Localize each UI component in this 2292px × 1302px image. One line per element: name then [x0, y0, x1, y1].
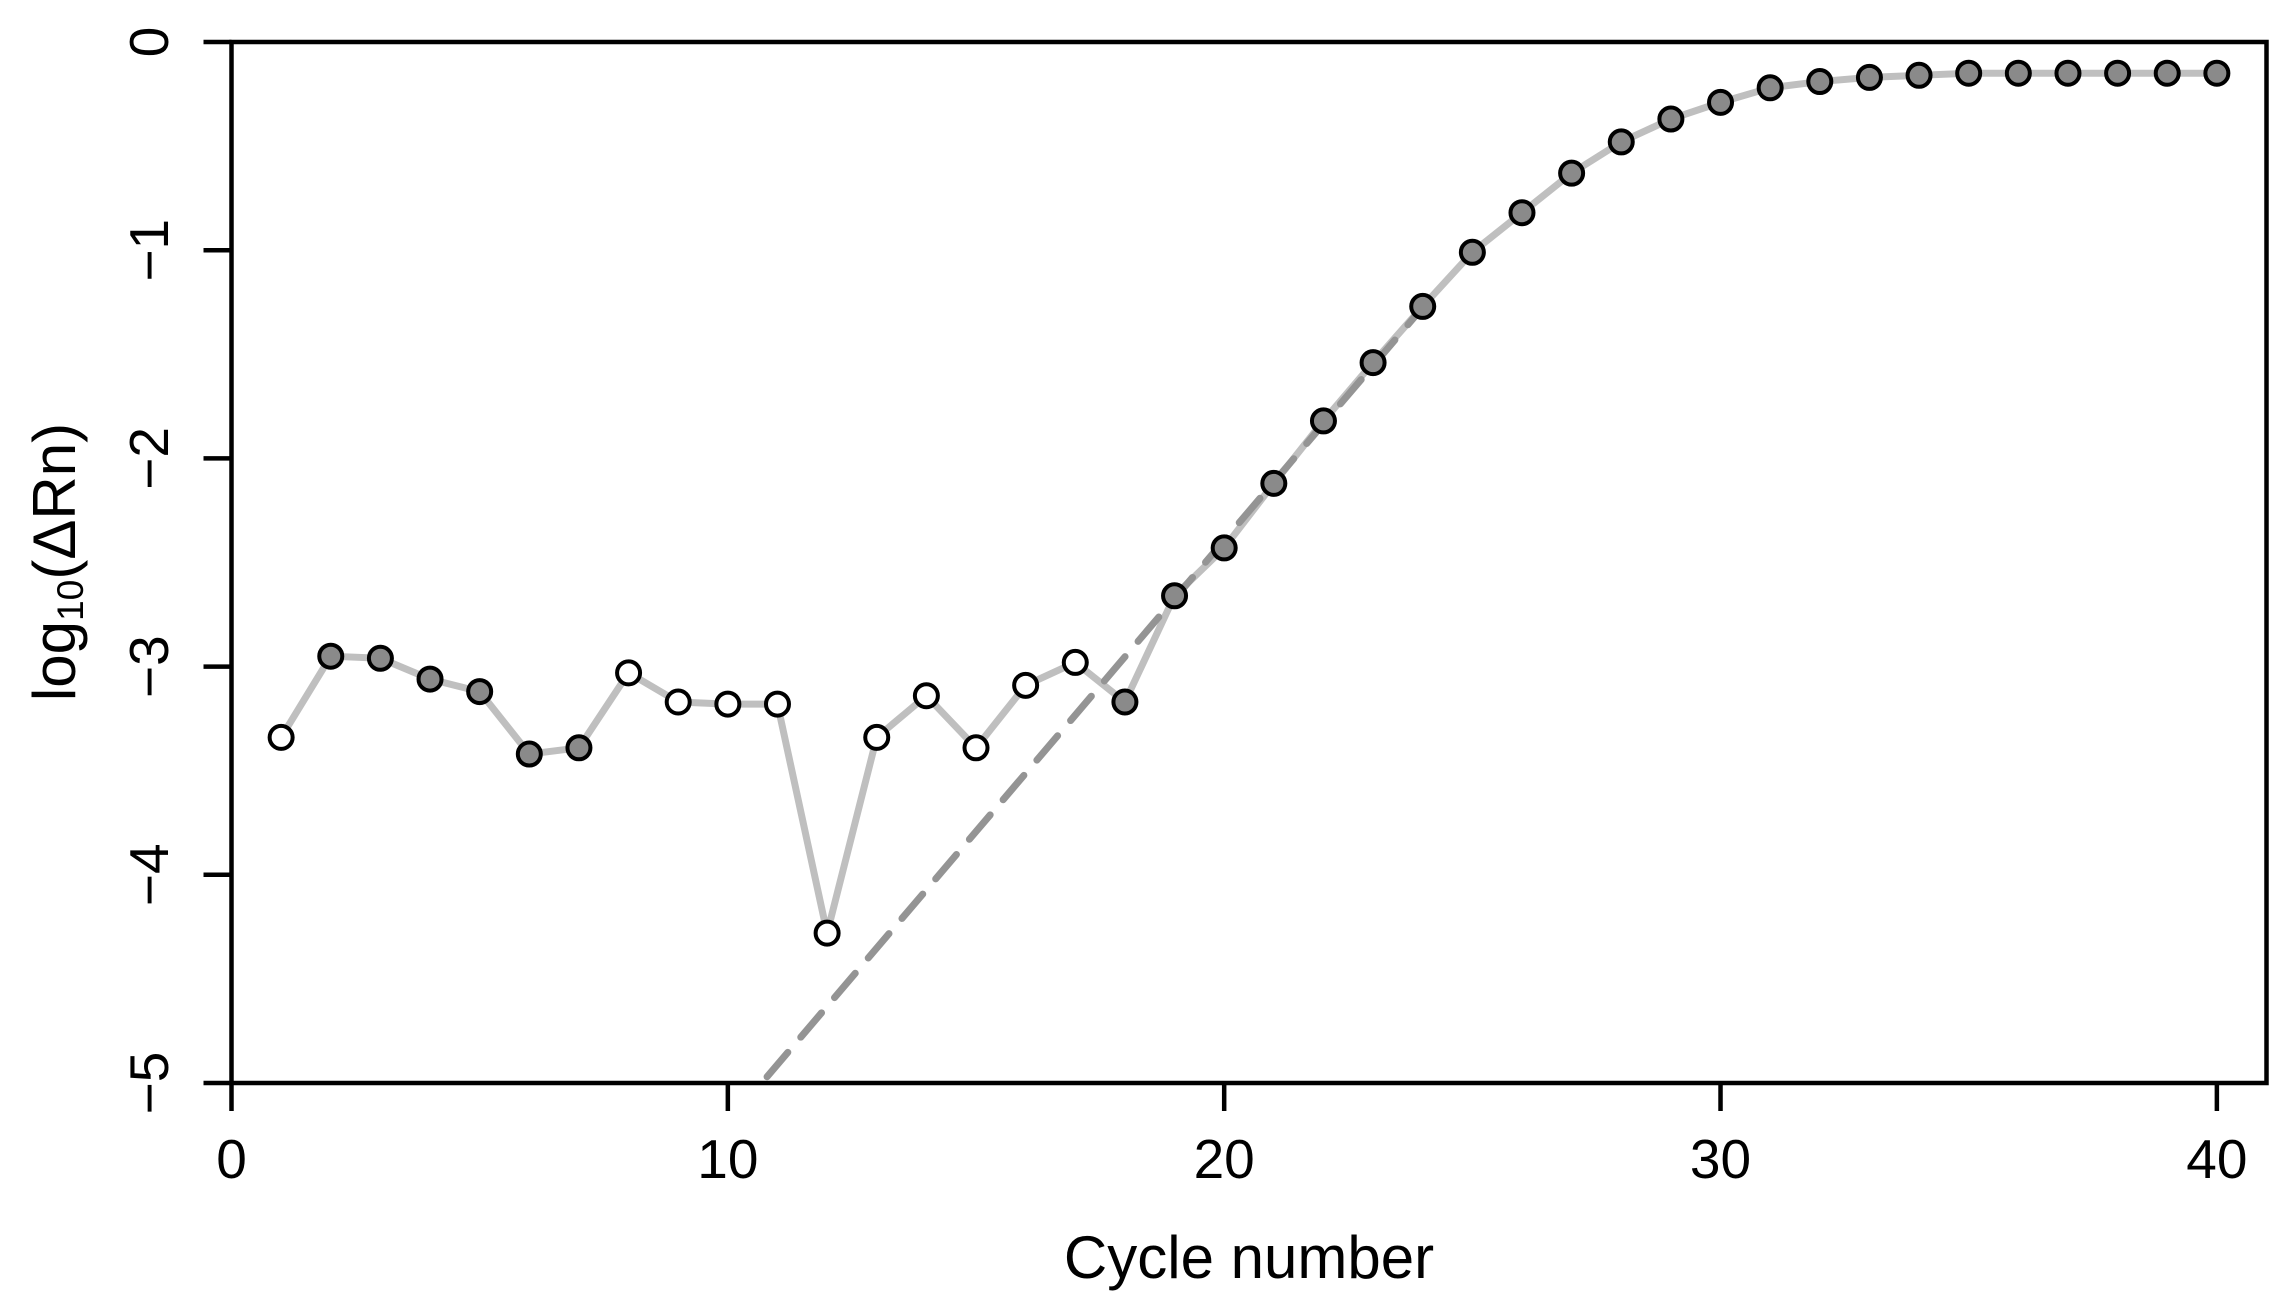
plot-border [229, 39, 2269, 1086]
amplification-line [277, 69, 2221, 937]
data-point-filled [317, 642, 345, 670]
data-point-filled [565, 734, 593, 762]
data-point-open [714, 690, 742, 718]
x-tick-label: 20 [1194, 1128, 1255, 1190]
data-point-filled [416, 665, 444, 693]
data-point-filled [1458, 238, 1486, 266]
data-point-open [962, 734, 990, 762]
x-tick-label: 10 [697, 1128, 758, 1190]
y-axis-title-suffix: (ΔRn) [20, 422, 88, 580]
data-point-filled [1508, 199, 1536, 227]
data-point-filled [1756, 74, 1784, 102]
data-point-open [863, 723, 891, 751]
y-tick-label: −2 [118, 427, 180, 490]
x-tick-label: 30 [1690, 1128, 1751, 1190]
data-point-filled [1855, 63, 1883, 91]
data-point-filled [1210, 534, 1238, 562]
y-tick-label: −4 [118, 843, 180, 906]
y-axis-title-prefix: log [20, 621, 88, 702]
y-tick-label: −5 [118, 1052, 180, 1115]
y-tick-label: 0 [118, 27, 180, 58]
data-point-filled [2153, 59, 2181, 87]
data-point-filled [2203, 59, 2231, 87]
y-tick-label: −1 [118, 219, 180, 282]
data-point-filled [1905, 61, 1933, 89]
fit-dashed-line [763, 304, 1426, 1081]
x-axis-title: Cycle number [1063, 1224, 1435, 1291]
x-tick-label: 0 [216, 1128, 247, 1190]
data-point-open [615, 659, 643, 687]
data-point-filled [366, 644, 394, 672]
data-point-filled [1359, 349, 1387, 377]
y-axis-title-subscript: 10 [48, 579, 91, 622]
y-tick-label: −3 [118, 635, 180, 698]
data-point-open [912, 682, 940, 710]
data-point-filled [515, 740, 543, 768]
data-point-filled [1607, 128, 1635, 156]
data-point-filled [2104, 59, 2132, 87]
data-point-open [1012, 671, 1040, 699]
data-point-filled [1558, 159, 1586, 187]
y-axis-title: log10(ΔRn) [21, 423, 91, 701]
data-point-open [763, 690, 791, 718]
data-point-filled [1657, 105, 1685, 133]
data-point-open [664, 688, 692, 716]
x-tick-label: 40 [2186, 1128, 2247, 1190]
data-point-open [1061, 648, 1089, 676]
data-point-filled [1806, 68, 1834, 96]
data-point-filled [1409, 292, 1437, 320]
data-point-open [267, 723, 295, 751]
data-point-filled [466, 678, 494, 706]
data-point-filled [1309, 407, 1337, 435]
data-point-filled [1955, 59, 1983, 87]
data-point-filled [2004, 59, 2032, 87]
data-point-open [813, 919, 841, 947]
data-point-filled [1260, 469, 1288, 497]
data-point-filled [1111, 688, 1139, 716]
data-point-filled [2054, 59, 2082, 87]
data-point-filled [1161, 582, 1189, 610]
data-point-filled [1707, 88, 1735, 116]
